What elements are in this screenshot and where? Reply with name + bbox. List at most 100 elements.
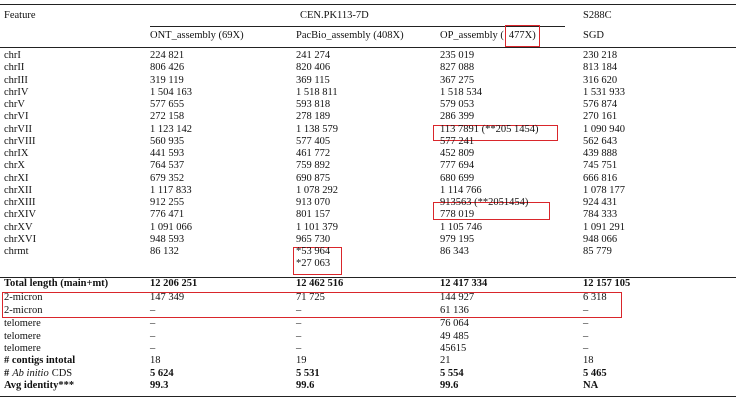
cell: 5 554 <box>440 367 464 379</box>
cell: 813 184 <box>583 62 618 74</box>
row-label: chrVII <box>4 123 32 135</box>
cell: 5 465 <box>583 367 607 379</box>
cell: 224 821 <box>150 50 185 61</box>
row-label: chrmt <box>4 246 29 257</box>
cell: 6 318 <box>583 292 607 303</box>
cell: – <box>583 305 589 316</box>
cell: 319 119 <box>150 74 184 86</box>
cell: 579 053 <box>440 99 475 110</box>
cell: 1 123 142 <box>150 123 192 135</box>
cell: 1 090 940 <box>583 123 625 135</box>
cell: 1 091 066 <box>150 221 192 233</box>
cell: 286 399 <box>440 111 475 123</box>
cell: 784 333 <box>583 209 618 221</box>
cell: 764 537 <box>150 160 185 172</box>
cell: 441 593 <box>150 148 185 159</box>
cell: 827 088 <box>440 62 475 74</box>
header-reference: S288C <box>583 10 612 21</box>
cell: 18 <box>150 355 161 366</box>
cell: 593 818 <box>296 99 331 110</box>
cell: 99.6 <box>296 380 315 391</box>
cell: 316 620 <box>583 74 618 86</box>
cell: – <box>583 343 589 354</box>
cell: 577 655 <box>150 99 185 110</box>
row-label: # Ab initio CDS <box>4 368 72 380</box>
cell: 776 471 <box>150 209 185 221</box>
cell: 21 <box>440 355 451 366</box>
header-feature: Feature <box>4 10 36 21</box>
rule <box>0 4 736 5</box>
cell: – <box>150 330 156 342</box>
cell: 576 874 <box>583 99 618 110</box>
column-header: OP_assembly (477X) <box>440 25 540 47</box>
highlight-box <box>433 202 550 220</box>
row-label: # contigs intotal <box>4 355 76 366</box>
cell: 12 417 334 <box>440 278 488 289</box>
cell: 680 699 <box>440 172 475 184</box>
row-label: chrVIII <box>4 135 36 147</box>
row-label: chrII <box>4 62 25 74</box>
cell: 913 070 <box>296 197 331 208</box>
cell: 777 694 <box>440 160 475 172</box>
cell: 5 624 <box>150 367 174 379</box>
cell: 230 218 <box>583 50 618 61</box>
cell: 12 206 251 <box>150 278 198 289</box>
cell: 924 431 <box>583 197 618 208</box>
cell: – <box>296 318 302 329</box>
cell: 1 105 746 <box>440 221 482 233</box>
cell: 461 772 <box>296 148 331 159</box>
highlight-box <box>433 125 558 141</box>
row-label: telomere <box>4 343 41 354</box>
cell: 948 066 <box>583 233 618 245</box>
cell: 61 136 <box>440 305 469 316</box>
cell: 144 927 <box>440 292 475 303</box>
cell: NA <box>583 380 599 391</box>
cell: 577 241 <box>440 135 475 147</box>
cell: *53 964 <box>296 246 331 257</box>
cell: *27 063 <box>296 258 331 269</box>
cell: 113 7891 (**205 1454) <box>440 123 539 135</box>
cell: 801 157 <box>296 209 331 221</box>
cell: 1 504 163 <box>150 86 192 98</box>
row-label: chrX <box>4 160 25 172</box>
row-label: chrXV <box>4 221 33 233</box>
rule <box>150 26 565 27</box>
cell: 439 888 <box>583 148 618 159</box>
row-label-part: # <box>4 367 10 379</box>
row-label: chrXII <box>4 184 32 196</box>
cell: 1 114 766 <box>440 184 482 196</box>
row-label: chrV <box>4 99 25 110</box>
rule <box>0 47 736 48</box>
cell: 71 725 <box>296 292 325 303</box>
row-label: chrI <box>4 50 21 61</box>
cell: 560 935 <box>150 135 185 147</box>
row-label: chrXI <box>4 172 29 184</box>
highlight-box <box>293 247 342 275</box>
cell: – <box>583 318 589 329</box>
cell: 913563 (**2051454) <box>440 197 529 208</box>
cell: 45615 <box>440 343 467 354</box>
cell: 759 892 <box>296 160 331 172</box>
header-group: CEN.PK113-7D <box>300 10 369 21</box>
cell: 49 485 <box>440 330 469 342</box>
cell: 76 064 <box>440 318 469 329</box>
cell: – <box>150 318 156 329</box>
cell: 270 161 <box>583 111 618 123</box>
cell: 577 405 <box>296 135 331 147</box>
row-label-part: Ab initio <box>12 367 49 379</box>
cell: 1 518 811 <box>296 86 338 98</box>
cell: 272 158 <box>150 111 185 123</box>
cell: – <box>150 305 156 316</box>
row-label: chrIII <box>4 74 28 86</box>
cell: 86 132 <box>150 246 179 257</box>
row-label: chrXIV <box>4 209 37 221</box>
cell: 979 195 <box>440 233 475 245</box>
cell: 1 091 291 <box>583 221 625 233</box>
cell: 369 115 <box>296 74 330 86</box>
cell: 562 643 <box>583 135 618 147</box>
row-label: 2-micron <box>4 305 43 316</box>
row-label: chrVI <box>4 111 29 123</box>
cell: 1 101 379 <box>296 221 338 233</box>
cell: 666 816 <box>583 172 618 184</box>
cell: 1 518 534 <box>440 86 482 98</box>
